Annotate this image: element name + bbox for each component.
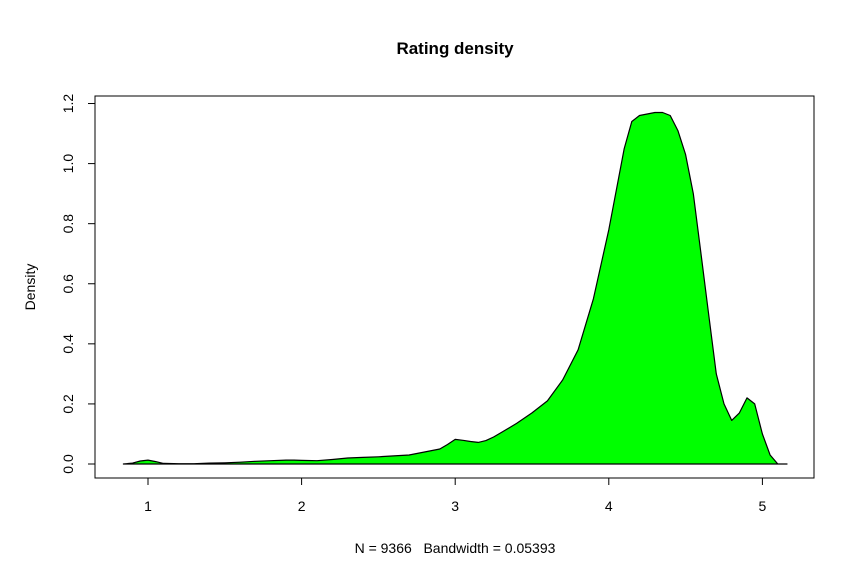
y-axis: 0.0 0.2 0.4 0.6 0.8 1.0 1.2 — [60, 94, 95, 474]
y-tick-label: 1.0 — [60, 154, 76, 174]
y-tick-label: 1.2 — [60, 94, 76, 114]
chart-title: Rating density — [396, 39, 514, 58]
y-tick-label: 0.4 — [60, 334, 76, 354]
x-tick-label: 5 — [759, 498, 767, 514]
plot-frame — [94, 95, 815, 479]
x-tick-label: 2 — [298, 498, 306, 514]
y-tick-label: 0.8 — [60, 214, 76, 234]
y-tick-label: 0.2 — [60, 394, 76, 414]
y-tick-label: 0.0 — [60, 454, 76, 474]
x-tick-label: 3 — [451, 498, 459, 514]
x-axis: 1 2 3 4 5 — [144, 478, 767, 514]
x-tick-label: 1 — [144, 498, 152, 514]
y-tick-label: 0.6 — [60, 274, 76, 294]
density-area — [122, 111, 788, 465]
x-axis-label: N = 9366 Bandwidth = 0.05393 — [355, 540, 556, 556]
y-axis-label: Density — [22, 264, 38, 311]
x-tick-label: 4 — [605, 498, 613, 514]
